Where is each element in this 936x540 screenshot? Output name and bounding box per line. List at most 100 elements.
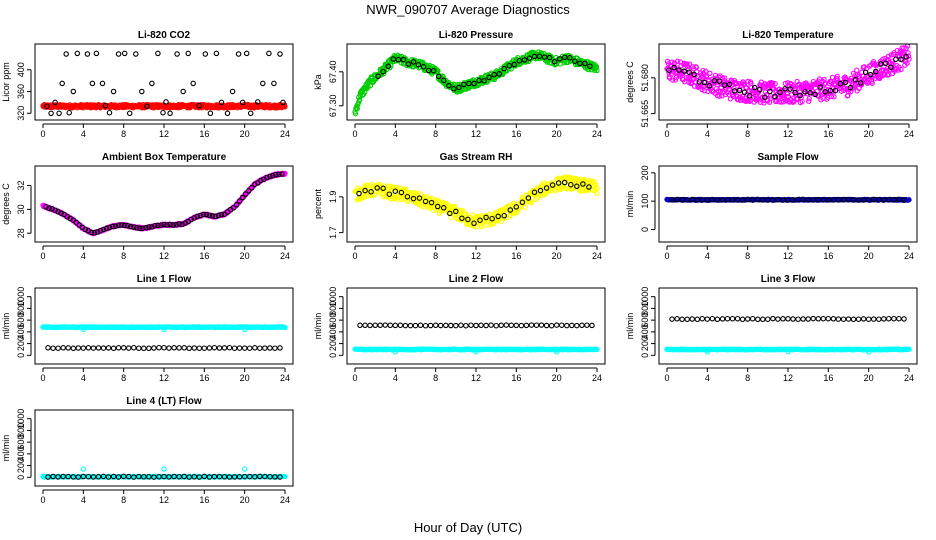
data-point-average [525,195,532,201]
data-point-average [74,50,81,57]
data-point-average [495,213,501,220]
data-point-average [262,473,268,480]
data-point-average [830,316,837,322]
data-point-average [230,205,237,211]
data-point-average [95,345,102,351]
data-point-average [161,221,167,228]
data-point-average [537,187,544,194]
data-point-average [862,69,869,76]
data-point-average [549,182,556,188]
data-point-average [795,196,801,203]
data-point-average [211,473,218,480]
data-point-average [876,196,882,203]
panel-title: Li-820 Temperature [742,30,834,41]
panel-title: Li-820 CO2 [138,30,191,41]
panel-title: Gas Stream RH [440,152,513,163]
data-point-average [893,56,899,62]
data-point-average [896,196,902,203]
y-tick-label: 1000 [16,287,26,307]
data-point-average [669,316,675,322]
x-tick-label: 12 [783,373,793,383]
data-point-average [817,84,824,90]
data-point-average [440,205,447,211]
data-point-average [231,474,238,480]
data-point-all [490,221,497,227]
data-point-average [417,322,424,329]
data-point-all [463,211,469,217]
data-point-average [239,99,246,106]
panel-title: Sample Flow [757,152,818,163]
panel-frame [346,43,606,121]
x-tick-label: 4 [81,495,86,505]
data-point-average [191,345,198,351]
y-tick-label: 30 [16,204,26,214]
data-point-average [267,345,273,351]
data-point-average [815,316,822,322]
x-tick-label: 4 [81,129,86,139]
data-point-average [860,197,867,203]
data-point-average [459,215,465,222]
data-point-average [171,473,177,480]
data-point-average [802,89,808,95]
data-point-average [252,345,258,351]
data-point-all [906,197,912,203]
data-point-average [704,316,711,322]
data-point-all [821,81,828,87]
data-point-average [422,198,429,205]
data-point-average [845,196,852,203]
panel-frame [34,43,294,121]
data-point-average [127,223,134,230]
data-point-average [523,322,530,329]
data-point-average [787,86,793,92]
data-point-average [155,50,161,57]
data-point-average [701,79,708,86]
data-point-average [166,345,172,351]
data-point-average [825,197,832,203]
data-point-average [760,197,766,203]
data-point-average [211,344,218,351]
panel-data [40,50,288,117]
data-point-all [869,80,875,86]
y-tick-label: 400 [16,446,26,461]
data-point-average [196,474,203,480]
data-point-average [760,316,766,323]
data-point-average [80,345,87,351]
data-point-average [106,224,113,231]
panel-ylabel: degrees C [1,183,11,225]
x-tick-label: 8 [433,129,438,139]
data-point-average [224,110,231,117]
data-point-average [167,221,173,228]
data-point-average [516,57,523,64]
data-point-all [731,93,737,99]
data-point-all [282,324,288,331]
data-point-average [775,196,781,203]
data-point-average [85,473,92,480]
data-point-average [434,203,441,210]
data-point-average [689,316,695,322]
data-point-average [191,474,198,480]
data-point-average [213,50,220,57]
data-point-average [66,109,72,116]
data-point-average [247,110,254,117]
x-tick-label: 12 [471,251,481,261]
x-tick-label: 4 [393,129,398,139]
data-point-average [63,51,69,57]
data-point-average [543,322,550,329]
data-point-average [790,197,796,203]
data-point-average [50,473,56,480]
x-tick-label: 12 [159,495,169,505]
x-tick-label: 4 [393,251,398,261]
data-point-all [688,80,694,87]
data-point-average [541,54,548,60]
data-point-average [860,316,867,322]
data-point-average [100,345,107,351]
data-point-average [258,177,264,184]
data-point-average [229,88,236,95]
y-tick-label: 600 [16,313,26,328]
data-point-all [703,73,710,79]
data-point-all [845,92,851,99]
data-point-average [131,474,137,480]
data-point-average [362,187,368,194]
data-point-average [100,473,107,480]
